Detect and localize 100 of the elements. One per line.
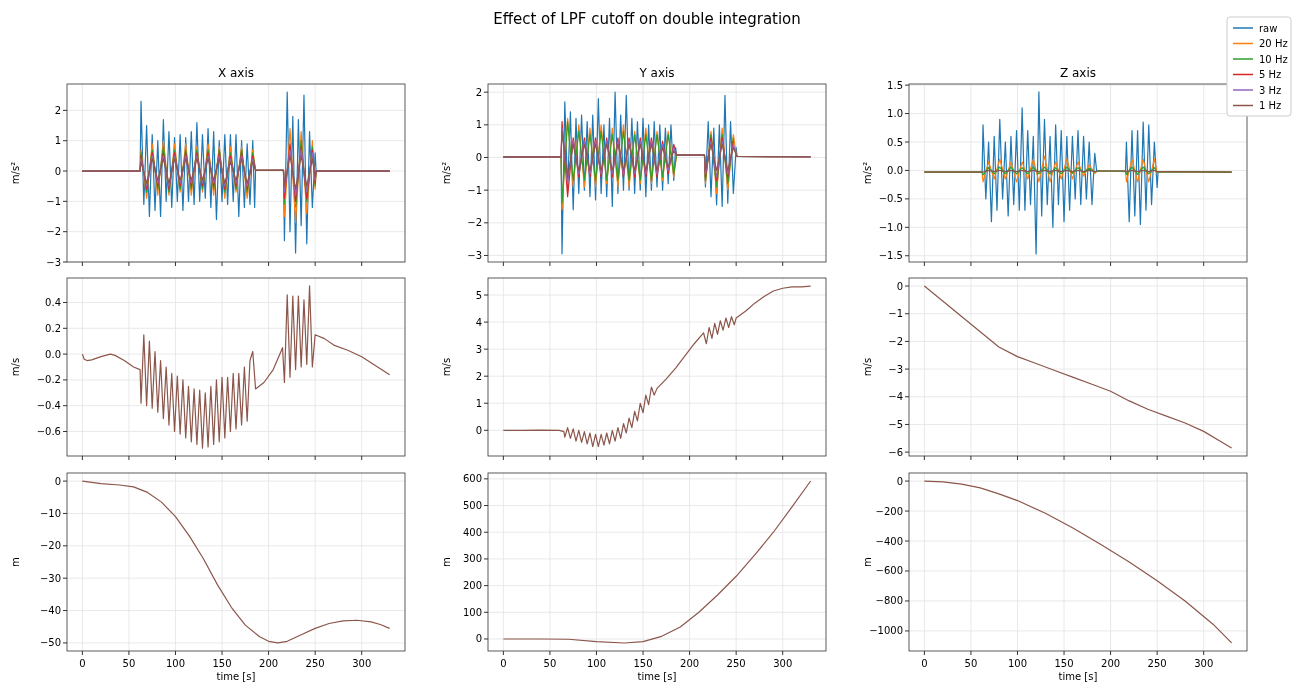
x-tick-label: 0 (921, 658, 928, 669)
line-series (502, 285, 812, 448)
x-tick-label: 300 (352, 658, 372, 669)
y-tick-label: 0.0 (887, 164, 903, 176)
y-tick-label: −2 (46, 226, 61, 238)
y-axis-title: m/s (441, 357, 452, 377)
y-tick-label: 0.4 (45, 297, 61, 309)
y-tick-label: −0.6 (36, 425, 61, 437)
y-tick-label: 600 (462, 473, 482, 485)
y-tick-label: 300 (462, 553, 482, 565)
x-tick-label: 0 (79, 658, 86, 669)
y-tick-label: −1 (46, 195, 61, 207)
y-axis-title: m (862, 557, 873, 567)
x-tick-label: 100 (1007, 658, 1028, 669)
y-tick-label: −200 (875, 505, 903, 517)
y-tick-label: 0 (475, 633, 482, 645)
y-tick-label: 400 (462, 526, 482, 538)
line-series (502, 480, 812, 644)
x-tick-label: 150 (1054, 658, 1074, 669)
y-tick-label: −400 (875, 535, 903, 547)
y-tick-label: −0.4 (36, 400, 61, 412)
line-series (81, 285, 391, 449)
y-tick-label: 0.5 (887, 136, 903, 148)
line-series (502, 130, 812, 178)
y-tick-label: 1.5 (887, 79, 903, 91)
legend-label: raw (1259, 22, 1278, 34)
y-tick-label: 0 (896, 475, 903, 487)
line-series (81, 480, 391, 644)
y-tick-label: −1.0 (878, 221, 903, 233)
legend-label: 10 Hz (1259, 53, 1288, 65)
x-tick-label: 150 (633, 658, 653, 669)
y-tick-label: 0 (896, 280, 903, 292)
x-tick-label: 250 (305, 658, 325, 669)
y-tick-label: −1 (467, 184, 482, 196)
y-tick-label: −3 (46, 256, 61, 268)
y-tick-label: 3 (475, 343, 482, 355)
y-tick-label: 200 (462, 580, 482, 592)
y-tick-label: 4 (475, 316, 482, 328)
y-tick-label: −50 (39, 637, 61, 649)
y-tick-label: −4 (888, 391, 903, 403)
x-tick-label: 100 (165, 658, 186, 669)
y-tick-label: 0.0 (45, 348, 61, 360)
y-tick-label: −3 (888, 363, 903, 375)
x-axis-title: time [s] (216, 671, 256, 682)
x-tick-label: 250 (1147, 658, 1167, 669)
x-tick-label: 50 (543, 658, 557, 669)
y-tick-label: −600 (875, 565, 903, 577)
line-series (81, 155, 391, 190)
x-tick-label: 50 (964, 658, 978, 669)
y-tick-label: −5 (888, 418, 903, 430)
y-tick-label: −0.5 (878, 193, 903, 205)
y-tick-label: 0 (54, 475, 61, 487)
y-axis-title: m/s² (441, 161, 452, 185)
x-axis-title: time [s] (1058, 671, 1098, 682)
y-tick-label: 1.0 (887, 108, 903, 120)
y-tick-label: 5 (475, 289, 482, 301)
y-axis-title: m/s (10, 357, 21, 377)
x-tick-label: 200 (1101, 658, 1121, 669)
text: Effect of LPF cutoff on double integration (493, 10, 801, 28)
y-tick-label: −1 (888, 308, 903, 320)
y-axis-title: m/s (862, 357, 873, 377)
x-tick-label: 250 (726, 658, 746, 669)
x-tick-label: 300 (1194, 658, 1214, 669)
y-tick-label: 1 (54, 135, 61, 147)
y-tick-label: −10 (39, 507, 61, 519)
x-tick-label: 200 (259, 658, 279, 669)
chart-title: Z axis (1059, 66, 1097, 80)
y-tick-label: 1 (475, 397, 482, 409)
y-tick-label: 0 (54, 165, 61, 177)
y-tick-label: −40 (39, 605, 61, 617)
y-axis-title: m (441, 557, 452, 567)
y-tick-label: −0.2 (36, 374, 61, 386)
y-tick-label: 2 (475, 370, 482, 382)
y-tick-label: 100 (462, 606, 482, 618)
chart-title: Y axis (638, 66, 675, 80)
y-axis-title: m (10, 557, 21, 567)
y-tick-label: 0.2 (45, 322, 61, 334)
legend-label: 20 Hz (1259, 38, 1288, 49)
y-tick-label: 2 (475, 86, 482, 98)
y-tick-label: −1000 (869, 625, 903, 637)
x-tick-label: 200 (680, 658, 700, 669)
line-series (923, 285, 1233, 449)
y-tick-label: −2 (888, 335, 903, 347)
chart-title: X axis (217, 66, 255, 80)
x-tick-label: 150 (212, 658, 232, 669)
legend-label: 3 Hz (1259, 84, 1282, 96)
y-tick-label: −20 (39, 540, 61, 552)
y-tick-label: 1 (475, 119, 482, 131)
x-tick-label: 50 (122, 658, 136, 669)
line-series (923, 480, 1233, 644)
y-tick-label: −2 (467, 217, 482, 229)
y-tick-label: 0 (475, 424, 482, 436)
x-tick-label: 100 (586, 658, 607, 669)
y-tick-label: −1.5 (878, 250, 903, 262)
y-axis-title: m/s² (10, 161, 21, 185)
x-axis-title: time [s] (637, 671, 677, 682)
y-tick-label: −800 (875, 595, 903, 607)
y-tick-label: −3 (467, 249, 482, 261)
y-tick-label: 0 (475, 151, 482, 163)
x-tick-label: 300 (773, 658, 793, 669)
